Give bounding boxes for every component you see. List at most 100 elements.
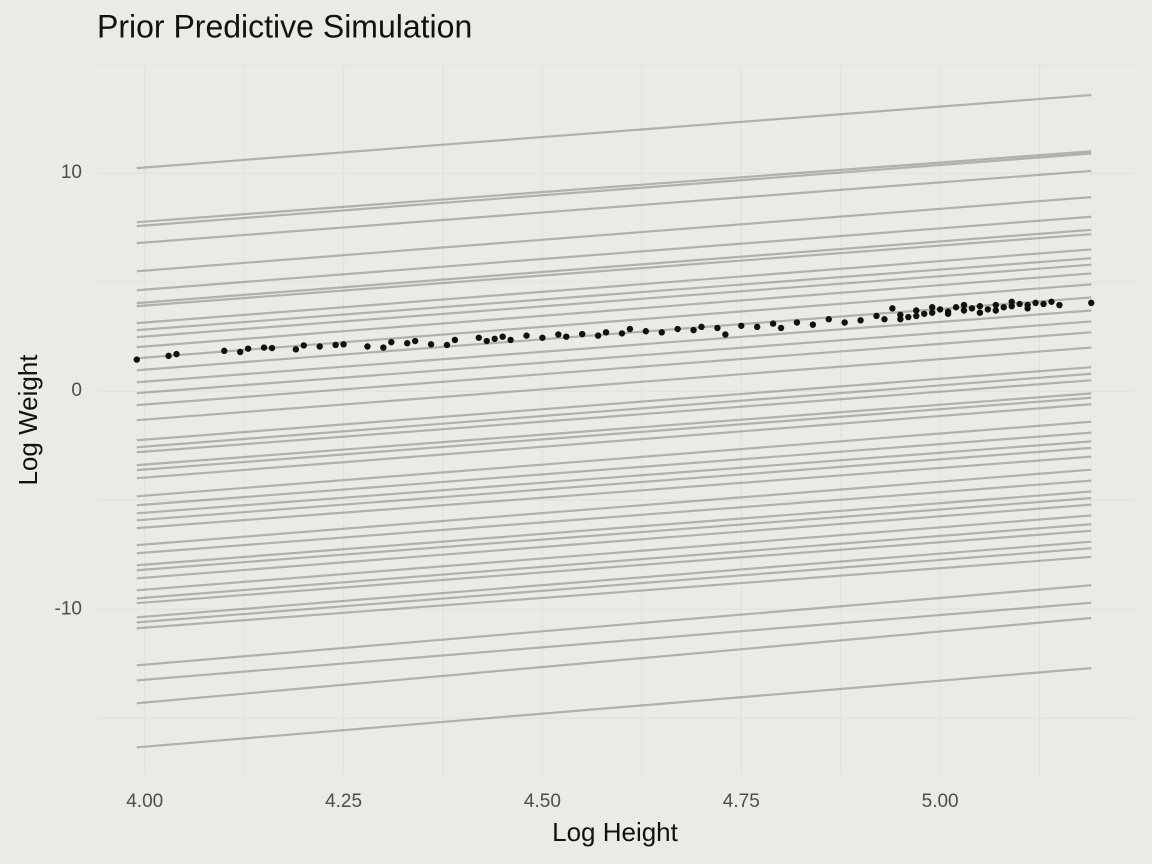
observed-point — [992, 307, 1000, 314]
observed-point — [976, 302, 984, 310]
prior-line — [136, 263, 1092, 339]
observed-point — [332, 341, 339, 349]
prior-line — [136, 555, 1092, 630]
prior-line — [136, 496, 1092, 572]
observed-point — [913, 312, 920, 320]
prior-line — [136, 346, 1092, 422]
observed-point — [244, 345, 252, 352]
observed-point — [905, 313, 912, 321]
prior-line — [136, 529, 1092, 605]
observed-point — [913, 307, 920, 314]
observed-point — [936, 306, 944, 313]
x-tick-label: 4.50 — [524, 791, 561, 812]
prior-line — [136, 272, 1092, 349]
observed-point — [626, 325, 634, 333]
prior-line — [136, 215, 1092, 292]
prior-line — [136, 283, 1092, 360]
prior-line — [136, 431, 1092, 507]
prior-line — [136, 248, 1092, 325]
observed-point — [173, 350, 180, 358]
prior-line — [136, 503, 1092, 580]
observed-point — [563, 333, 570, 340]
observed-point — [618, 330, 626, 337]
observed-point — [388, 338, 395, 346]
observed-point — [984, 306, 992, 313]
observed-point — [443, 341, 451, 349]
observed-point — [722, 331, 729, 338]
observed-point — [427, 341, 435, 348]
observed-point — [316, 343, 323, 350]
observed-point — [857, 317, 864, 324]
y-axis-label: Log Weight — [13, 354, 43, 486]
prior-line — [136, 152, 1092, 228]
prior-line — [136, 403, 1092, 480]
observed-point — [1016, 300, 1023, 308]
observed-point — [260, 344, 268, 351]
prior-line — [136, 366, 1092, 442]
observed-point — [777, 324, 785, 332]
prior-line — [136, 309, 1092, 384]
observed-point — [793, 319, 801, 326]
observed-point — [873, 312, 880, 320]
chart-title: Prior Predictive Simulation — [97, 8, 472, 44]
observed-point — [753, 323, 761, 331]
observed-point — [491, 335, 498, 343]
x-tick-label: 4.75 — [723, 791, 760, 812]
observed-point — [1000, 304, 1007, 311]
prior-line — [136, 667, 1092, 749]
prior-line — [136, 440, 1092, 515]
observed-point — [889, 305, 896, 312]
observed-point — [364, 343, 371, 350]
observed-point — [578, 330, 586, 338]
observed-point — [236, 348, 244, 356]
observed-point — [1008, 298, 1015, 305]
observed-point — [1048, 298, 1055, 305]
observed-point — [952, 304, 960, 311]
observed-point — [523, 332, 530, 339]
observed-point — [960, 301, 968, 309]
y-tick-label: 0 — [71, 380, 82, 401]
x-tick-label: 4.25 — [325, 791, 362, 812]
observed-point — [1032, 299, 1039, 307]
observed-point — [769, 320, 777, 327]
observed-point — [897, 316, 904, 323]
observed-point — [602, 329, 610, 336]
x-tick-label: 4.00 — [126, 791, 163, 812]
prior-line — [136, 540, 1092, 619]
observed-point — [1040, 300, 1047, 308]
observed-point — [809, 321, 817, 328]
observed-point — [380, 344, 387, 351]
prior-line — [136, 169, 1092, 245]
observed-point — [928, 309, 936, 316]
prior-line — [136, 584, 1092, 667]
y-tick-label: 10 — [61, 162, 82, 183]
observed-point — [483, 337, 490, 345]
observed-point — [841, 319, 848, 326]
observed-point — [221, 347, 228, 355]
observed-point — [944, 310, 952, 317]
prior-line — [136, 228, 1092, 305]
observed-point — [1088, 299, 1095, 307]
observed-point — [881, 316, 888, 323]
prior-line — [136, 233, 1092, 308]
observed-point — [451, 336, 459, 344]
observed-point — [539, 334, 546, 341]
prior-line — [136, 468, 1092, 547]
observed-point — [921, 310, 928, 317]
observed-point — [658, 329, 665, 336]
observed-point — [1056, 301, 1063, 309]
prior-line — [136, 379, 1092, 454]
observed-point — [133, 356, 140, 363]
prior-line — [136, 196, 1092, 273]
observed-point — [300, 342, 308, 349]
observed-point — [268, 344, 276, 352]
observed-point — [674, 325, 681, 333]
prior-line — [136, 490, 1092, 567]
prior-line — [136, 331, 1092, 407]
prior-line — [136, 93, 1092, 170]
observed-point — [1024, 305, 1031, 312]
observed-point — [992, 301, 1000, 309]
observed-point — [698, 323, 705, 331]
observed-point — [976, 309, 984, 316]
